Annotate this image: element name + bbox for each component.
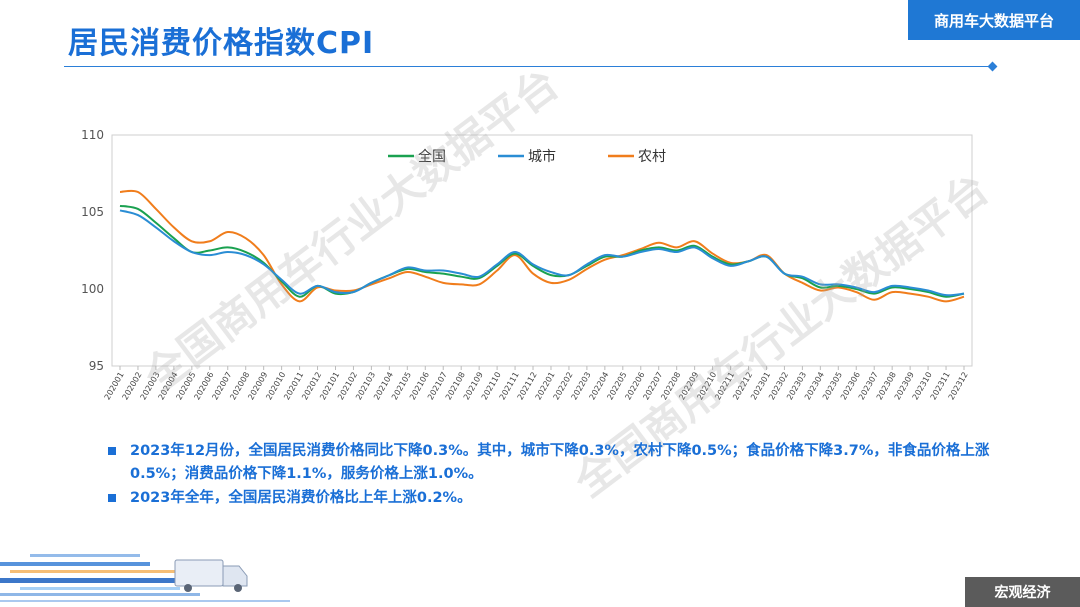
y-tick-label: 105 [81, 205, 104, 219]
summary-notes: 2023年12月份，全国居民消费价格同比下降0.3%。其中，城市下降0.3%，农… [108, 440, 1008, 511]
bullet-square-icon [108, 494, 116, 502]
y-tick-label: 100 [81, 282, 104, 296]
page-title: 居民消费价格指数CPI [68, 26, 375, 61]
y-tick-label: 95 [89, 359, 104, 373]
section-tag: 宏观经济 [965, 577, 1080, 607]
brand-badge: 商用车大数据平台 [908, 0, 1080, 40]
cpi-line-chart: 9510010511020200120200220200320200420200… [81, 128, 973, 401]
plot-area [111, 134, 973, 367]
series-line-2 [119, 189, 965, 303]
y-tick-label: 110 [81, 128, 104, 142]
bullet-square-icon [108, 447, 116, 455]
legend-label: 全国 [418, 148, 446, 165]
note-item: 2023年全年，全国居民消费价格比上年上涨0.2%。 [108, 487, 1008, 510]
truck-illustration-icon [0, 554, 290, 602]
legend-label: 农村 [638, 149, 666, 165]
legend-label: 城市 [528, 148, 556, 165]
title-divider [64, 66, 994, 67]
series-line-1 [119, 209, 965, 297]
note-item: 2023年12月份，全国居民消费价格同比下降0.3%。其中，城市下降0.3%，农… [108, 440, 1008, 486]
series-line-0 [119, 204, 965, 298]
note-text: 2023年12月份，全国居民消费价格同比下降0.3%。其中，城市下降0.3%，农… [130, 443, 990, 482]
note-text: 2023年全年，全国居民消费价格比上年上涨0.2%。 [130, 490, 472, 506]
